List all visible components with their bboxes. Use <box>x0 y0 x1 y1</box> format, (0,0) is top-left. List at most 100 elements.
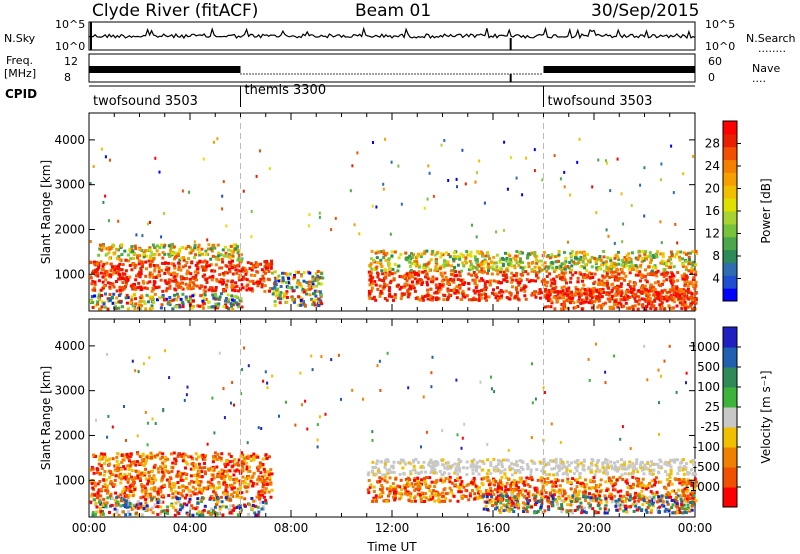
data-cell <box>139 479 142 482</box>
data-cell <box>478 159 481 163</box>
data-cell <box>562 489 566 493</box>
data-cell <box>503 228 505 232</box>
data-cell <box>105 478 108 482</box>
data-cell <box>105 272 109 276</box>
data-cell <box>499 486 503 490</box>
data-cell <box>458 283 461 287</box>
data-cell <box>475 250 479 254</box>
data-cell <box>101 510 104 513</box>
data-cell <box>453 462 457 466</box>
data-cell <box>530 476 533 479</box>
data-cell <box>453 471 457 475</box>
data-cell <box>627 267 631 271</box>
data-cell <box>441 264 445 268</box>
data-cell <box>97 458 101 462</box>
data-cell <box>178 452 182 456</box>
data-cell <box>627 472 631 476</box>
data-cell <box>248 279 252 283</box>
data-cell <box>188 282 192 286</box>
data-cell <box>642 274 646 278</box>
data-cell <box>439 265 443 269</box>
data-cell <box>264 453 268 457</box>
data-cell <box>220 500 224 504</box>
data-cell <box>461 291 465 294</box>
data-cell <box>314 276 318 280</box>
data-cell <box>237 305 240 309</box>
data-cell <box>273 284 277 288</box>
data-cell <box>232 478 236 481</box>
data-cell <box>255 174 258 178</box>
data-cell <box>185 269 189 273</box>
data-cell <box>384 258 388 262</box>
freq-band <box>543 66 695 73</box>
data-cell <box>608 267 611 271</box>
data-cell <box>374 283 378 287</box>
cpid-label: CPID <box>5 87 37 101</box>
data-cell <box>110 503 114 507</box>
data-cell <box>512 256 516 260</box>
data-cell <box>297 295 301 299</box>
data-cell <box>428 489 432 493</box>
data-cell <box>107 246 111 250</box>
data-cell <box>603 469 606 473</box>
data-cell <box>456 278 460 281</box>
data-cell <box>597 278 601 282</box>
data-cell <box>586 252 589 256</box>
data-cell <box>435 262 439 266</box>
data-cell <box>503 490 507 494</box>
data-cell <box>167 252 171 256</box>
data-cell <box>512 463 516 466</box>
data-cell <box>545 269 549 273</box>
data-cell <box>640 260 644 264</box>
data-cell <box>641 284 644 288</box>
data-cell <box>533 250 537 254</box>
data-cell <box>91 271 95 275</box>
data-cell <box>200 511 204 514</box>
data-cell <box>214 295 218 299</box>
data-cell <box>140 248 144 252</box>
data-cell <box>246 261 250 265</box>
data-cell <box>655 270 658 274</box>
data-cell <box>173 490 177 494</box>
data-cell <box>372 141 374 144</box>
data-cell <box>204 486 208 490</box>
data-cell <box>156 493 160 497</box>
data-cell <box>500 296 503 300</box>
data-cell <box>623 298 627 302</box>
data-cell <box>169 273 173 277</box>
data-cell <box>91 288 95 292</box>
data-cell <box>209 247 213 251</box>
data-cell <box>415 259 419 263</box>
data-cell <box>139 272 143 276</box>
data-cell <box>456 485 460 489</box>
data-cell <box>148 257 152 260</box>
data-cell <box>109 158 111 162</box>
data-cell <box>250 497 254 500</box>
data-cell <box>242 189 245 193</box>
data-cell <box>431 298 434 302</box>
data-cell <box>118 299 122 303</box>
data-cell <box>579 265 583 269</box>
data-cell <box>308 287 312 291</box>
data-cell <box>175 272 179 276</box>
data-cell <box>452 251 456 255</box>
data-cell <box>250 210 253 213</box>
data-cell <box>694 270 698 274</box>
data-cell <box>511 467 514 471</box>
data-cell <box>510 278 514 282</box>
data-cell <box>430 467 434 471</box>
data-cell <box>170 262 174 266</box>
data-cell <box>127 467 131 471</box>
data-cell <box>108 285 112 289</box>
data-cell <box>521 261 524 265</box>
data-cell <box>263 260 267 264</box>
data-cell <box>689 302 693 306</box>
nsky-tick-bottom: 10^0 <box>55 40 85 53</box>
data-cell <box>152 465 156 469</box>
data-cell <box>564 497 568 501</box>
data-cell <box>565 468 569 472</box>
data-cell <box>130 245 134 248</box>
data-cell <box>409 462 413 466</box>
data-cell <box>609 264 613 268</box>
data-cell <box>224 299 227 303</box>
